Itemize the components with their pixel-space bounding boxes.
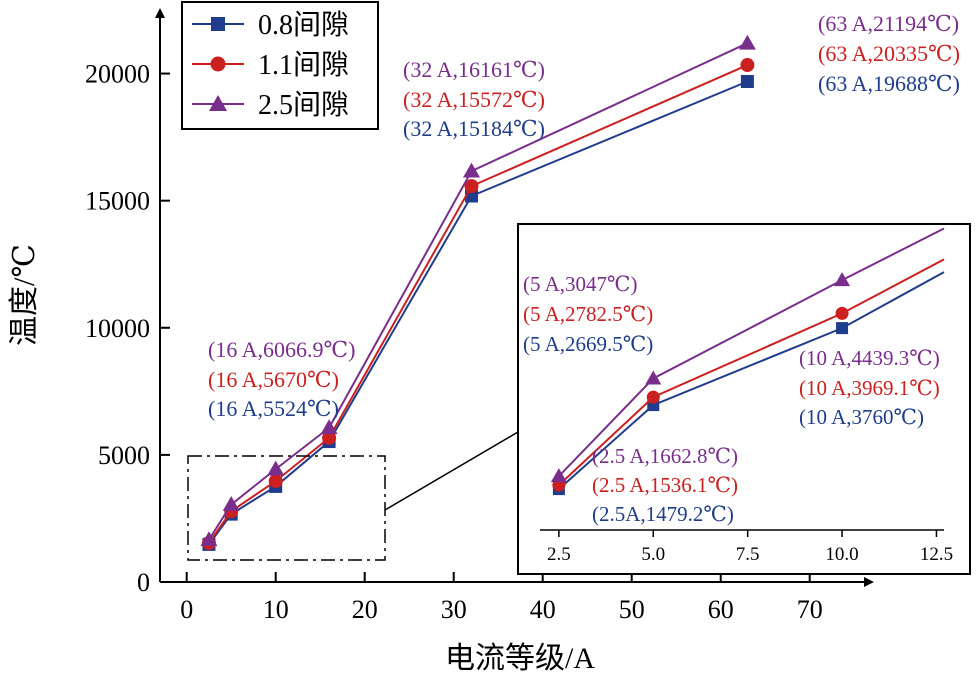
x-tick-label: 70 bbox=[797, 595, 823, 624]
inset-data-point-25 bbox=[645, 370, 662, 385]
data-point-25 bbox=[463, 162, 480, 178]
x-tick-label: 50 bbox=[619, 595, 645, 624]
inset-data-point-25 bbox=[834, 272, 851, 287]
annotation-32a: (32 A,16161℃) (32 A,15572℃) (32 A,15184℃… bbox=[403, 57, 545, 141]
legend-marker-circle bbox=[210, 56, 226, 72]
x-tick-label: 40 bbox=[530, 595, 556, 624]
data-point-25 bbox=[267, 460, 285, 476]
inset-data-point-08 bbox=[836, 322, 849, 335]
main-series-group bbox=[200, 34, 756, 551]
zoom-region-box bbox=[187, 455, 386, 561]
inset-annotation-5a-s25: (5 A,3047℃) bbox=[523, 272, 638, 296]
legend-label-08: 0.8间隙 bbox=[258, 9, 349, 41]
annotation-16a-s11: (16 A,5670℃) bbox=[208, 367, 339, 392]
inset-annotation-2-5a-s08: (2.5A,1479.2℃) bbox=[592, 502, 734, 526]
inset-x-tick-label: 12.5 bbox=[920, 544, 953, 565]
inset-series-line-25 bbox=[558, 227, 945, 477]
y-tick-label: 15000 bbox=[85, 187, 150, 216]
data-point-11 bbox=[322, 430, 337, 445]
x-tick-group: 0 10 20 30 40 50 60 70 bbox=[180, 572, 823, 624]
data-point-11 bbox=[464, 179, 479, 194]
inset-data-point-11 bbox=[646, 390, 660, 404]
data-point-11 bbox=[268, 474, 283, 489]
inset-annotation-10a: (10 A,4439.3℃) (10 A,3969.1℃) (10 A,3760… bbox=[799, 346, 940, 429]
x-tick-label: 20 bbox=[352, 595, 378, 624]
legend-label-11: 1.1间隙 bbox=[258, 49, 349, 81]
x-tick-label: 0 bbox=[180, 595, 193, 624]
annotation-63a-s25: (63 A,21194℃) bbox=[818, 11, 959, 36]
legend: 0.8间隙 1.1间隙 2.5间隙 bbox=[181, 1, 379, 130]
inset-series-line-08 bbox=[558, 271, 945, 490]
annotation-63a-s11: (63 A,20335℃) bbox=[818, 41, 960, 66]
inset-chart: 2.5 5.0 7.5 10.0 12.5 (5 A,3047℃) (5 A,2782.… bbox=[517, 223, 971, 575]
annotation-32a-s11: (32 A,15572℃) bbox=[403, 87, 545, 112]
inset-frame bbox=[517, 223, 971, 575]
legend-item-11: 1.1间隙 bbox=[192, 49, 349, 81]
zoom-connector-line bbox=[384, 431, 519, 511]
annotation-63a-s08: (63 A,19688℃) bbox=[818, 71, 960, 96]
legend-label-25: 2.5间隙 bbox=[258, 89, 349, 121]
x-tick-label: 60 bbox=[708, 595, 734, 624]
inset-data-point-25 bbox=[550, 468, 567, 483]
annotation-32a-s08: (32 A,15184℃) bbox=[403, 116, 545, 141]
data-point-08 bbox=[740, 74, 754, 88]
annotation-32a-s25: (32 A,16161℃) bbox=[403, 57, 545, 82]
inset-annotation-10a-s11: (10 A,3969.1℃) bbox=[799, 376, 940, 400]
inset-annotation-10a-s25: (10 A,4439.3℃) bbox=[799, 346, 940, 370]
inset-annotation-2-5a-s25: (2.5 A,1662.8℃) bbox=[592, 444, 738, 468]
y-tick-label: 10000 bbox=[85, 314, 150, 343]
y-tick-label: 20000 bbox=[85, 60, 150, 89]
y-tick-label: 0 bbox=[137, 568, 150, 597]
inset-annotation-2-5a-s11: (2.5 A,1536.1℃) bbox=[592, 473, 738, 497]
y-tick-label: 5000 bbox=[98, 441, 150, 470]
inset-annotation-5a-s11: (5 A,2782.5℃) bbox=[523, 302, 653, 326]
inset-data-point-11 bbox=[835, 306, 849, 320]
data-point-25 bbox=[222, 496, 240, 511]
x-tick-label: 30 bbox=[441, 595, 467, 624]
annotation-16a-s25: (16 A,6066.9℃) bbox=[208, 337, 355, 362]
inset-x-tick-label: 5.0 bbox=[641, 544, 665, 565]
x-tick-label: 10 bbox=[263, 595, 289, 624]
y-tick-group: 0 5000 10000 15000 20000 bbox=[85, 60, 170, 597]
legend-marker-triangle bbox=[209, 95, 227, 111]
annotation-16a-s08: (16 A,5524℃) bbox=[208, 396, 339, 421]
inset-annotation-5a-s08: (5 A,2669.5℃) bbox=[523, 332, 653, 356]
annotation-63a: (63 A,21194℃) (63 A,20335℃) (63 A,19688℃… bbox=[818, 11, 960, 96]
inset-annotation-10a-s08: (10 A,3760℃) bbox=[799, 405, 924, 429]
data-point-25 bbox=[200, 531, 218, 547]
inset-annotation-2-5a: (2.5 A,1662.8℃) (2.5 A,1536.1℃) (2.5A,14… bbox=[592, 444, 738, 526]
data-point-25 bbox=[738, 34, 756, 50]
inset-series-line-11 bbox=[558, 258, 945, 486]
inset-series-group bbox=[550, 227, 945, 496]
y-axis-title: 温度/℃ bbox=[8, 244, 41, 346]
legend-item-25: 2.5间隙 bbox=[192, 89, 349, 121]
inset-x-tick-label: 7.5 bbox=[736, 544, 760, 565]
inset-x-tick-label: 10.0 bbox=[825, 544, 858, 565]
annotation-16a: (16 A,6066.9℃) (16 A,5670℃) (16 A,5524℃) bbox=[208, 337, 355, 421]
inset-x-tick-label: 2.5 bbox=[547, 544, 571, 565]
inset-x-tick-group: 2.5 5.0 7.5 10.0 12.5 bbox=[547, 530, 953, 565]
x-axis-title: 电流等级/A bbox=[445, 642, 595, 675]
legend-item-08: 0.8间隙 bbox=[192, 9, 349, 41]
legend-marker-square bbox=[211, 17, 225, 31]
data-point-11 bbox=[740, 58, 755, 73]
data-point-25 bbox=[320, 419, 338, 435]
inset-annotation-5a: (5 A,3047℃) (5 A,2782.5℃) (5 A,2669.5℃) bbox=[523, 272, 653, 356]
